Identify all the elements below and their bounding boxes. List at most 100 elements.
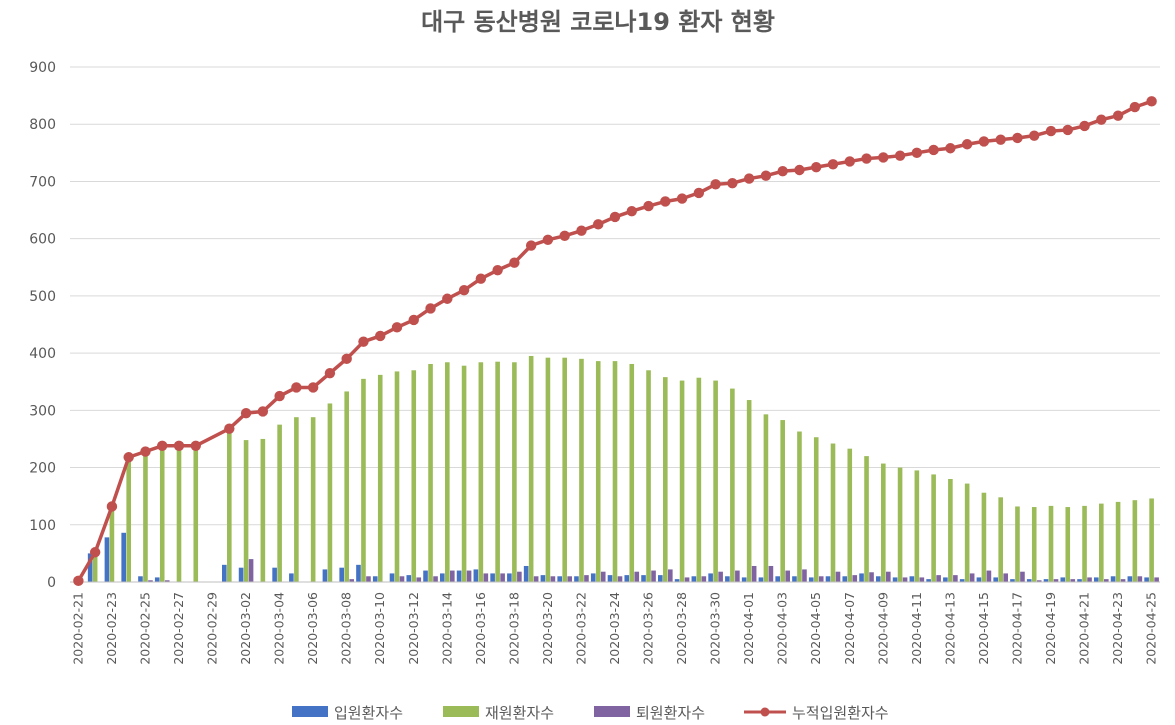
bar-재원환자수 [361,378,366,582]
bar-재원환자수 [964,483,970,582]
bar-퇴원환자수 [651,570,656,582]
bar-입원환자수 [1094,577,1099,582]
bar-재원환자수 [679,380,685,582]
bar-퇴원환자수 [466,570,472,582]
x-tick-label: 2020-04-17 [1009,592,1024,665]
bar-재원환자수 [1015,506,1020,582]
x-tick-label: 2020-03-18 [506,592,521,665]
legend-swatch [443,706,479,717]
bar-입원환자수 [1010,579,1015,582]
bar-재원환자수 [109,508,115,582]
bar-재원환자수 [864,456,869,582]
line-point [542,234,554,246]
cumulative-line [73,96,1157,587]
bar-입원환자수 [959,579,965,582]
bar-퇴원환자수 [919,577,925,582]
line-point [576,225,587,236]
line-point [106,501,118,512]
x-tick-label: 2020-04-01 [741,592,756,665]
line-point [291,382,302,393]
bar-재원환자수 [143,456,148,582]
y-tick-label: 500 [29,289,56,305]
line-point [710,179,721,190]
bar-입원환자수 [976,577,982,582]
line-point [1129,101,1141,113]
bar-퇴원환자수 [768,565,774,582]
bar-재원환자수 [394,371,400,582]
line-point [173,440,185,452]
bar-재원환자수 [713,380,718,582]
bar-재원환자수 [897,467,903,582]
x-tick-label: 2020-03-06 [305,592,320,665]
bar-재원환자수 [294,417,299,582]
bar-재원환자수 [595,361,601,582]
bar-재원환자수 [277,424,282,582]
bar-입원환자수 [322,569,328,582]
bar-퇴원환자수 [1020,571,1025,582]
x-tick-label: 2020-04-13 [942,592,957,665]
x-tick-label: 2020-03-02 [238,592,253,665]
bar-입원환자수 [490,573,495,582]
x-tick-label: 2020-02-27 [171,592,186,665]
bar-퇴원환자수 [953,575,958,582]
line-point [660,196,671,207]
bar-재원환자수 [528,355,534,582]
legend-swatch [594,706,630,717]
bar-퇴원환자수 [1120,579,1126,582]
gridlines [70,66,1160,526]
line-point [777,165,788,177]
line-point [794,164,805,176]
bar-입원환자수 [1110,576,1116,582]
bar-입원환자수 [1060,577,1066,582]
line-point [140,446,151,457]
bar-입원환자수 [775,576,780,582]
y-tick-label: 300 [29,403,56,419]
bar-입원환자수 [876,576,881,582]
bar-퇴원환자수 [1104,579,1109,582]
legend-swatch [292,706,328,717]
bar-입원환자수 [423,570,428,582]
y-tick-label: 900 [29,60,56,76]
bar-퇴원환자수 [617,576,623,582]
bar-입원환자수 [339,567,344,582]
x-axis-ticks: 2020-02-21 2020-02-23 2020-02-25 2020-02-27… [70,592,1158,665]
legend: 입원환자수 재원환자수 퇴원환자수 누적입원환자수 [292,704,889,722]
x-tick-label: 2020-04-03 [775,592,790,665]
bar-퇴원환자수 [668,569,673,582]
bar-재원환자수 [1048,505,1054,582]
bar-재원환자수 [746,400,752,582]
line-point [1096,114,1107,125]
bar-재원환자수 [260,438,266,582]
line-point [676,193,688,204]
line-point [1062,124,1073,136]
y-axis-ticks: 0 100 200 300 400 500 600 700 800 900 [29,60,56,591]
bar-입원환자수 [138,576,143,582]
x-tick-label: 2020-04-19 [1043,592,1058,665]
bar-재원환자수 [1115,501,1121,582]
bar-입원환자수 [658,575,663,582]
line-point [190,440,201,452]
line-point [425,303,436,314]
bar-퇴원환자수 [986,570,992,582]
bar-재원환자수 [981,492,987,582]
x-tick-label: 2020-03-04 [272,592,287,665]
line-point [375,330,386,342]
y-tick-label: 0 [47,575,56,591]
bar-입원환자수 [792,576,797,582]
x-tick-label: 2020-04-23 [1110,592,1125,665]
bar-입원환자수 [590,573,596,582]
y-tick-label: 600 [29,232,56,248]
x-tick-label: 2020-03-30 [708,592,723,665]
bar-퇴원환자수 [969,573,975,582]
bar-재원환자수 [227,428,232,582]
bar-재원환자수 [1082,505,1087,582]
bar-입원환자수 [842,576,848,582]
bar-입원환자수 [993,577,998,582]
bar-퇴원환자수 [148,580,153,582]
bar-입원환자수 [557,576,562,582]
bar-재원환자수 [1031,507,1037,582]
line-point [73,575,84,587]
bar-입원환자수 [523,565,529,582]
